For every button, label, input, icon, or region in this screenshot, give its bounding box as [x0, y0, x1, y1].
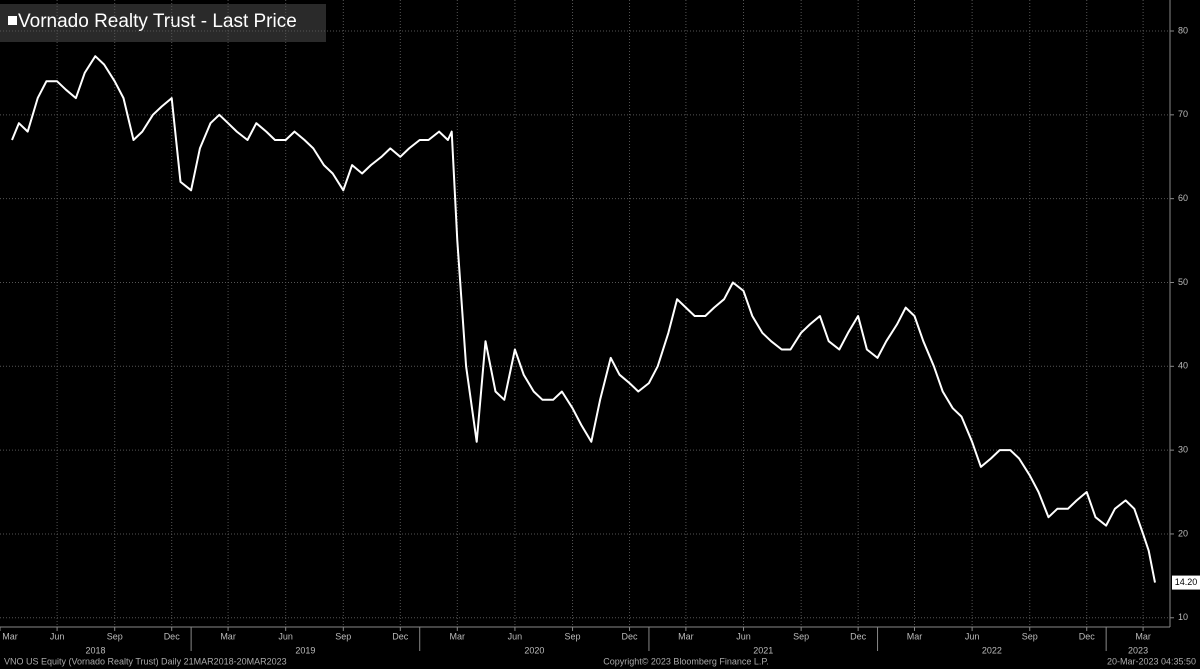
x-tick-label: Dec — [392, 631, 409, 641]
year-label: 2021 — [753, 645, 773, 655]
legend-swatch — [8, 16, 17, 25]
footer-center: Copyright© 2023 Bloomberg Finance L.P. — [603, 656, 769, 666]
y-tick-label: 20 — [1178, 528, 1188, 538]
y-tick-label: 50 — [1178, 277, 1188, 287]
y-tick-label: 60 — [1178, 193, 1188, 203]
year-label: 2022 — [982, 645, 1002, 655]
x-tick-label: Mar — [1135, 631, 1151, 641]
footer-left: VNO US Equity (Vornado Realty Trust) Dai… — [4, 656, 287, 666]
x-tick-label: Jun — [278, 631, 293, 641]
y-tick-label: 30 — [1178, 445, 1188, 455]
x-tick-label: Jun — [508, 631, 523, 641]
y-tick-label: 70 — [1178, 109, 1188, 119]
last-price-box — [1172, 575, 1200, 590]
x-tick-label: Mar — [450, 631, 466, 641]
x-tick-label: Dec — [1079, 631, 1096, 641]
footer-right: 20-Mar-2023 04:35:50 — [1107, 656, 1196, 666]
x-tick-label: Sep — [1022, 631, 1038, 641]
x-tick-label: Dec — [850, 631, 867, 641]
last-price-label: 14.20 — [1175, 577, 1198, 587]
x-tick-label: Jun — [736, 631, 751, 641]
x-tick-label: Sep — [793, 631, 809, 641]
x-tick-label: Sep — [107, 631, 123, 641]
year-label: 2019 — [295, 645, 315, 655]
x-tick-label: Sep — [335, 631, 351, 641]
year-label: 2023 — [1128, 645, 1148, 655]
chart-title: Vornado Realty Trust - Last Price — [18, 11, 297, 32]
x-tick-label: Mar — [220, 631, 236, 641]
grid — [0, 0, 1170, 627]
legend-box — [0, 4, 326, 42]
y-tick-label: 10 — [1178, 612, 1188, 622]
x-tick-label: Jun — [50, 631, 65, 641]
x-tick-label: Jun — [965, 631, 980, 641]
x-tick-label: Sep — [565, 631, 581, 641]
x-tick-label: Dec — [622, 631, 639, 641]
x-tick-label: Mar — [678, 631, 694, 641]
year-label: 2020 — [524, 645, 544, 655]
x-tick-label: Dec — [164, 631, 181, 641]
x-tick-label: Mar — [907, 631, 923, 641]
y-tick-label: 40 — [1178, 361, 1188, 371]
x-tick-label: Mar — [2, 631, 18, 641]
year-label: 2018 — [86, 645, 106, 655]
y-tick-label: 80 — [1178, 25, 1188, 35]
price-line — [11, 55, 1156, 583]
